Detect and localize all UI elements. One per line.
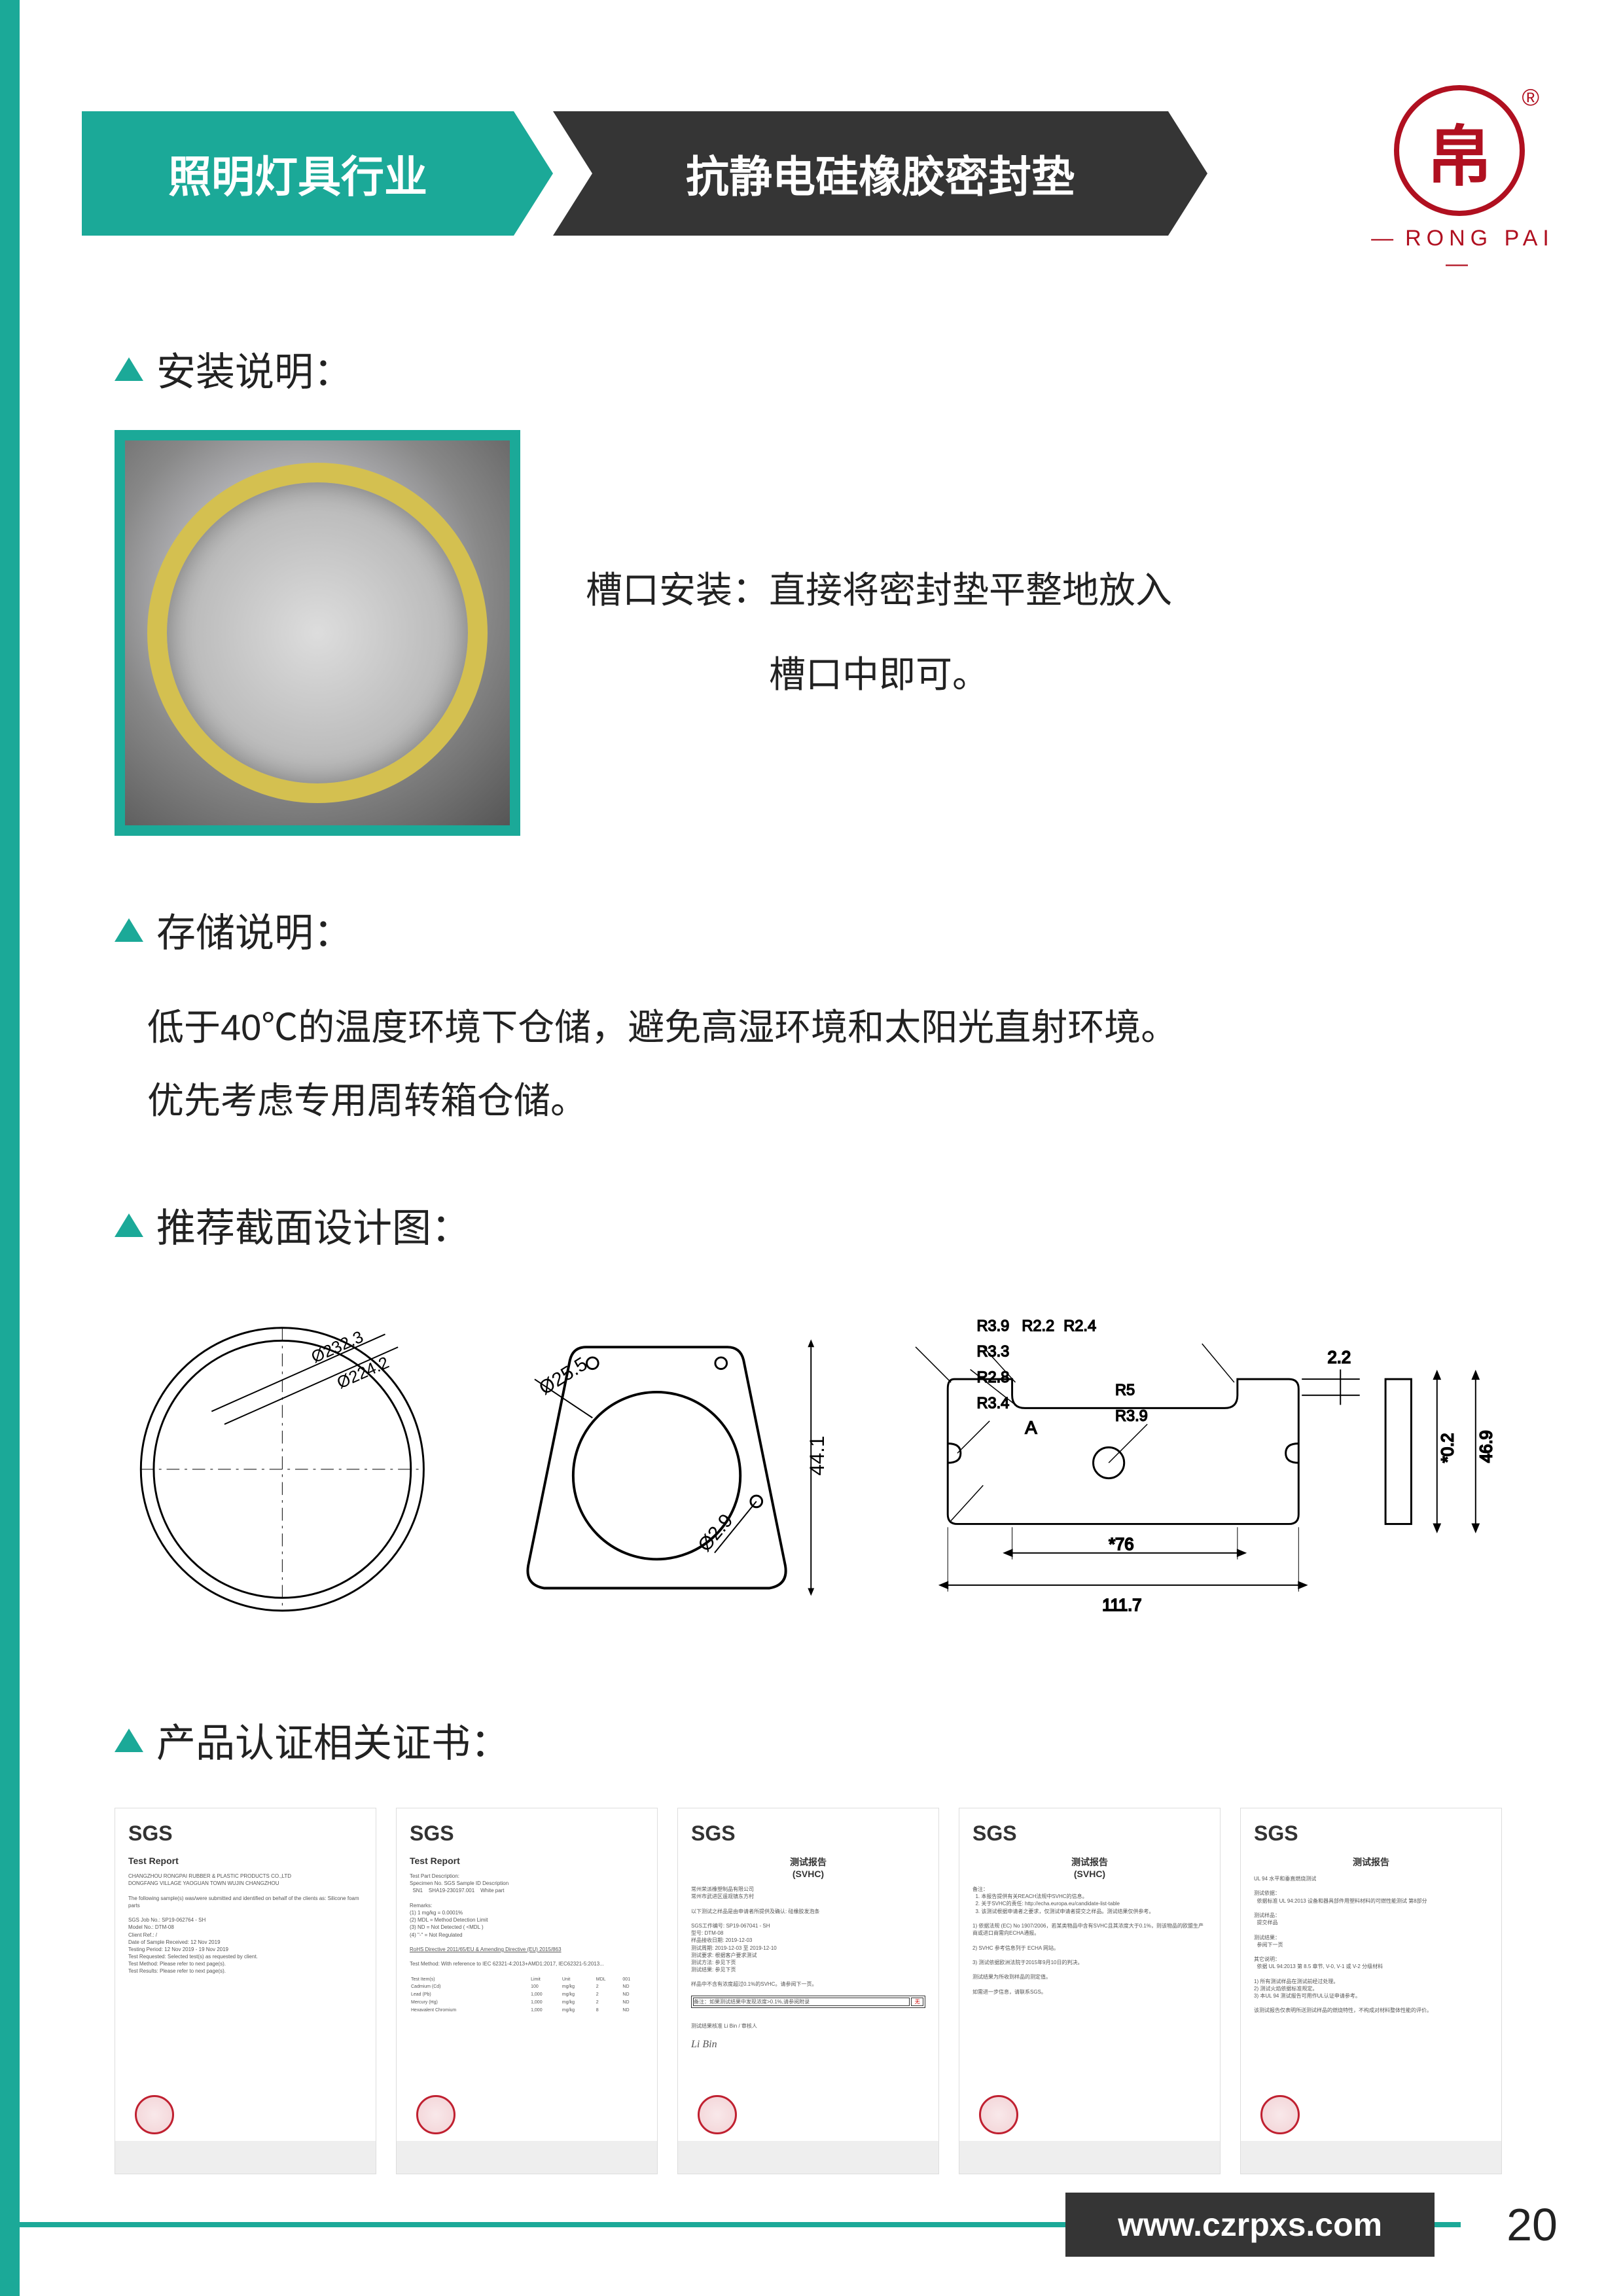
storage-line1: 低于40℃的温度环境下仓储，避免高湿环境和太阳光直射环境。: [147, 991, 1508, 1064]
cert-stamp-icon: [979, 2095, 1018, 2134]
cert-stamp-icon: [1260, 2095, 1300, 2134]
section-title-install: 安装说明：: [115, 340, 1508, 397]
cert-footer: [1241, 2141, 1501, 2174]
footer-gap: [1435, 2222, 1461, 2227]
section-title-certs: 产品认证相关证书：: [115, 1712, 1508, 1768]
certificate: SGS 测试报告(SVHC) 备注： 1. 本报告提供有关REACH法规中SVH…: [959, 1808, 1221, 2174]
brand-logo: 帛 ® RONG PAI: [1361, 85, 1558, 277]
page-number: 20: [1507, 2198, 1558, 2251]
cert-footer: [959, 2141, 1220, 2174]
certificates-row: SGS Test Report CHANGZHOU RONGPAI RUBBER…: [115, 1808, 1508, 2174]
svg-text:111.7: 111.7: [1102, 1596, 1141, 1615]
cert-stamp-icon: [135, 2095, 174, 2134]
cert-logo: SGS: [691, 1821, 925, 1846]
cert-body: 常州荣派橡塑制品有限公司常州市武进区遥观镇东方村以下测试之样品是由申请者所提供及…: [691, 1886, 925, 2052]
svg-text:*76: *76: [1109, 1535, 1133, 1554]
storage-title-text: 存储说明：: [156, 901, 353, 958]
svg-text:R2.8: R2.8: [976, 1369, 1009, 1386]
svg-text:*0.2: *0.2: [1438, 1433, 1457, 1463]
header: 照明灯具行业 抗静电硅橡胶密封垫: [82, 111, 1168, 236]
left-border: [0, 0, 20, 2296]
footer-url: www.czrpxs.com: [1065, 2193, 1435, 2257]
design-title-text: 推荐截面设计图：: [156, 1196, 471, 1253]
logo-circle: 帛 ®: [1394, 85, 1525, 216]
section-title-design: 推荐截面设计图：: [115, 1196, 1508, 1253]
svg-text:2.2: 2.2: [1328, 1349, 1351, 1367]
install-photo: [115, 430, 520, 836]
cert-logo: SGS: [410, 1821, 644, 1846]
brand-name: RONG PAI: [1361, 226, 1558, 277]
storage-line2: 优先考虑专用周转箱仓储。: [147, 1064, 1508, 1138]
cert-logo: SGS: [1254, 1821, 1488, 1846]
cert-body: UL 94 水平和垂直燃烧测试测试依据： 依据标准 UL 94:2013 设备和…: [1254, 1875, 1488, 2015]
triangle-icon: [115, 357, 143, 381]
certificate: SGS Test Report Test Part Description:Sp…: [396, 1808, 658, 2174]
cert-stamp-icon: [698, 2095, 737, 2134]
cert-title: 测试报告(SVHC): [972, 1856, 1207, 1879]
install-line2: 槽口中即可。: [586, 633, 1172, 717]
cert-stamp-icon: [416, 2095, 455, 2134]
certificate: SGS 测试报告 UL 94 水平和垂直燃烧测试测试依据： 依据标准 UL 94…: [1240, 1808, 1502, 2174]
svg-text:Ø232.3: Ø232.3: [309, 1328, 366, 1367]
triangle-icon: [115, 918, 143, 942]
logo-char: 帛: [1427, 103, 1492, 198]
certificate: SGS Test Report CHANGZHOU RONGPAI RUBBER…: [115, 1808, 376, 2174]
diagrams-row: Ø232.3 Ø224.2 Ø25.5 Ø2.9 44.1: [115, 1293, 1508, 1633]
cert-title: Test Report: [410, 1856, 644, 1866]
diagram-profile: R3.9 R2.2 R2.4 R3.3 R2.8 R5 R3.4 R3.9 A …: [876, 1293, 1508, 1633]
svg-text:Ø224.2: Ø224.2: [334, 1354, 392, 1393]
svg-text:R5: R5: [1115, 1382, 1135, 1399]
cert-title: Test Report: [128, 1856, 363, 1866]
svg-text:46.9: 46.9: [1477, 1430, 1495, 1463]
section-title-storage: 存储说明：: [115, 901, 1508, 958]
page-footer: www.czrpxs.com 20: [0, 2193, 1623, 2257]
svg-text:R3.4: R3.4: [976, 1395, 1009, 1412]
cert-logo: SGS: [972, 1821, 1207, 1846]
svg-text:R3.9: R3.9: [1115, 1408, 1148, 1425]
certs-title-text: 产品认证相关证书：: [156, 1712, 510, 1768]
svg-text:R3.3: R3.3: [976, 1344, 1009, 1361]
cert-title: 测试报告: [1254, 1856, 1488, 1869]
storage-body: 低于40℃的温度环境下仓储，避免高湿环境和太阳光直射环境。 优先考虑专用周转箱仓…: [147, 991, 1508, 1138]
cert-title: 测试报告(SVHC): [691, 1856, 925, 1879]
svg-text:44.1: 44.1: [806, 1436, 829, 1476]
install-row: 槽口安装：直接将密封垫平整地放入 槽口中即可。: [115, 430, 1508, 836]
svg-text:R2.2: R2.2: [1022, 1318, 1054, 1335]
cert-logo: SGS: [128, 1821, 363, 1846]
triangle-icon: [115, 1729, 143, 1752]
registered-icon: ®: [1522, 84, 1539, 111]
svg-text:R2.4: R2.4: [1063, 1318, 1096, 1335]
certificate: SGS 测试报告(SVHC) 常州荣派橡塑制品有限公司常州市武进区遥观镇东方村以…: [677, 1808, 939, 2174]
cert-body: Test Part Description:Specimen No. SGS S…: [410, 1873, 644, 2015]
page-content: 安装说明： 槽口安装：直接将密封垫平整地放入 槽口中即可。 存储说明： 低于40…: [115, 340, 1508, 2174]
install-title-text: 安装说明：: [156, 340, 353, 397]
cert-body: CHANGZHOU RONGPAI RUBBER & PLASTIC PRODU…: [128, 1873, 363, 1975]
cert-footer: [678, 2141, 938, 2174]
footer-line: [0, 2222, 1065, 2227]
cert-body: 备注： 1. 本报告提供有关REACH法规中SVHC的信息。 2. 关于SVHC…: [972, 1886, 1207, 1996]
cert-footer: [397, 2141, 657, 2174]
install-line1: 槽口安装：直接将密封垫平整地放入: [586, 548, 1172, 633]
triangle-icon: [115, 1213, 143, 1237]
svg-text:A: A: [1025, 1418, 1037, 1438]
header-tab-industry: 照明灯具行业: [82, 111, 514, 236]
install-text: 槽口安装：直接将密封垫平整地放入 槽口中即可。: [586, 548, 1172, 717]
diagram-trapezoid: Ø25.5 Ø2.9 44.1: [495, 1293, 857, 1633]
cert-footer: [115, 2141, 376, 2174]
svg-text:R3.9: R3.9: [976, 1318, 1009, 1335]
diagram-ring: Ø232.3 Ø224.2: [115, 1293, 476, 1633]
header-tab-product: 抗静电硅橡胶密封垫: [592, 111, 1168, 236]
